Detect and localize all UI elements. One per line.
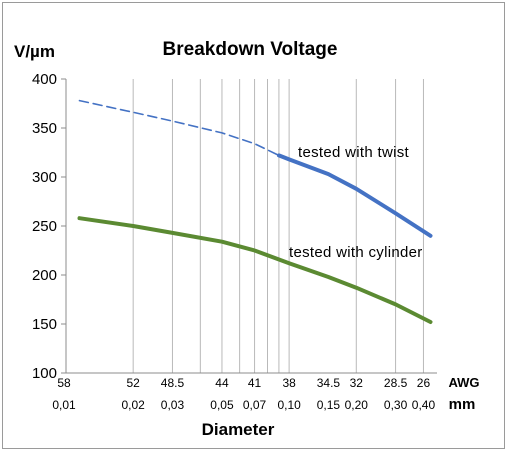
- series-line-cylinder-solid: [77, 216, 433, 324]
- x-tick-mm: 0,03: [161, 398, 185, 412]
- y-tick-labels: 100 150 200 250 300 350 400: [32, 71, 57, 382]
- x-tick-mm: 0,02: [121, 398, 145, 412]
- x-tick-mm: 0,20: [345, 398, 369, 412]
- x-tick-mm: 0,15: [317, 398, 341, 412]
- x-tick-awg: 48.5: [161, 376, 185, 390]
- x-tick-mm: 0,07: [243, 398, 267, 412]
- x-tick-awg: 32: [350, 376, 364, 390]
- y-tick-label: 100: [32, 365, 57, 382]
- series-line-twist-dashed: [78, 99, 280, 157]
- x-tick-awg: 52: [126, 376, 140, 390]
- series-line-twist-solid: [276, 153, 433, 238]
- x-tick-mm: 0,10: [277, 398, 301, 412]
- y-tick-label: 250: [32, 218, 57, 235]
- x-tick-mm: 0,05: [210, 398, 234, 412]
- y-axis-unit: V/µm: [14, 42, 55, 61]
- axes: [61, 78, 437, 374]
- series-lines: [77, 99, 433, 324]
- x-tick-awg: 26: [417, 376, 431, 390]
- y-tick-label: 150: [32, 316, 57, 333]
- x-tick-mm: 0,30: [384, 398, 408, 412]
- annotation-tested-with-twist: tested with twist: [298, 144, 410, 161]
- x-axis-awg-name: AWG: [448, 375, 479, 390]
- x-tick-awg: 41: [248, 376, 262, 390]
- vertical-gridlines: [132, 79, 424, 373]
- x-tick-labels: 58 0,01 52 0,02 48.5 0,03 44 0,05 41 0,07 38 0,10 34…: [52, 376, 435, 412]
- y-tick-label: 200: [32, 267, 57, 284]
- x-axis-mm-name: mm: [449, 396, 476, 413]
- x-tick-awg: 34.5: [317, 376, 341, 390]
- y-tick-label: 400: [32, 71, 57, 88]
- annotation-tested-with-cylinder: tested with cylinder: [289, 244, 423, 261]
- x-tick-awg: 58: [57, 376, 71, 390]
- x-tick-awg: 44: [215, 376, 229, 390]
- chart-title: Breakdown Voltage: [163, 39, 338, 60]
- x-axis-label: Diameter: [202, 420, 275, 439]
- x-tick-mm: 0,40: [412, 398, 436, 412]
- x-tick-awg: 28.5: [384, 376, 408, 390]
- y-tick-label: 300: [32, 169, 57, 186]
- x-tick-mm: 0,01: [52, 398, 76, 412]
- y-tick-label: 350: [32, 120, 57, 137]
- series-annotations: tested with twist tested with cylinder: [289, 144, 423, 261]
- x-tick-awg: 38: [282, 376, 296, 390]
